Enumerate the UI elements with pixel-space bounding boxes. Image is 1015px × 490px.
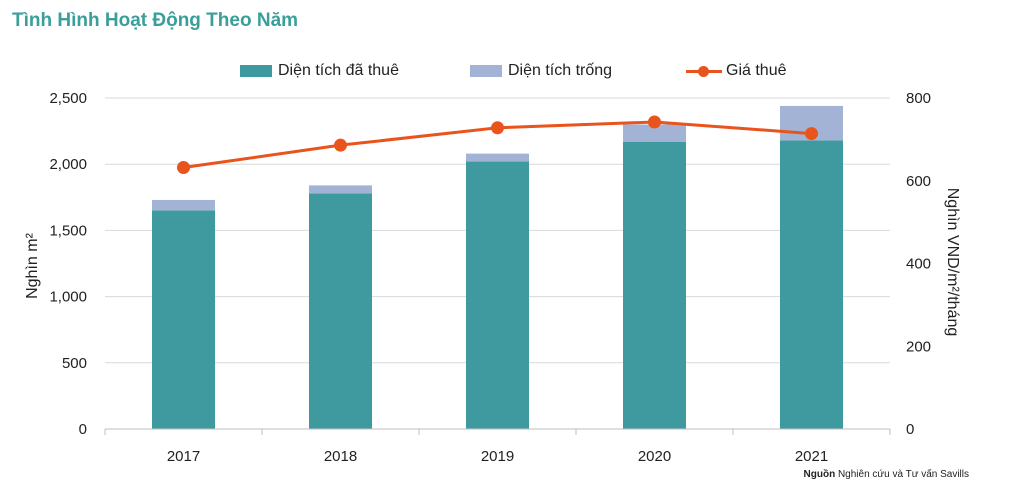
bar-leased-2017 bbox=[152, 210, 215, 429]
y-right-tick-label: 200 bbox=[906, 338, 931, 355]
bar-leased-2021 bbox=[780, 140, 843, 430]
chart-legend: Diện tích đã thuê Diện tích trống Giá th… bbox=[0, 58, 1015, 84]
source-text: Nghiên cứu và Tư vấn Savills bbox=[837, 469, 969, 480]
bar-leased-2018 bbox=[309, 193, 372, 429]
legend-item-leased: Diện tích đã thuê bbox=[240, 58, 399, 84]
bar-vacant-2018 bbox=[309, 185, 372, 194]
bar-leased-2019 bbox=[466, 161, 529, 429]
source-label: Nguồn bbox=[803, 469, 836, 480]
legend-swatch-rent bbox=[686, 65, 722, 77]
y-left-tick-label: 1,000 bbox=[49, 289, 87, 306]
axes bbox=[104, 428, 891, 435]
y-left-tick-label: 500 bbox=[62, 355, 87, 372]
line-series bbox=[177, 115, 818, 175]
rent-point-2018 bbox=[334, 138, 347, 152]
bar-vacant-2017 bbox=[152, 199, 215, 211]
source-note: Nguồn Nghiên cứu và Tư vấn Savills bbox=[804, 469, 969, 480]
legend-label-rent: Giá thuê bbox=[726, 62, 787, 79]
x-tick-label: 2020 bbox=[638, 448, 671, 465]
legend-swatch-vacant bbox=[470, 65, 502, 77]
bar-vacant-2020 bbox=[623, 124, 686, 142]
x-tick-label: 2019 bbox=[481, 448, 514, 465]
legend-swatch-leased bbox=[240, 65, 272, 77]
rent-point-2017 bbox=[177, 161, 190, 175]
y-left-tick-label: 0 bbox=[79, 421, 87, 438]
y-right-axis-title: Nghìn VND/m²/tháng bbox=[944, 188, 961, 337]
y-left-tick-label: 2,500 bbox=[49, 90, 87, 107]
y-left-tick-label: 1,500 bbox=[49, 222, 87, 239]
rent-point-2020 bbox=[648, 115, 661, 129]
legend-label-leased: Diện tích đã thuê bbox=[278, 62, 399, 79]
rent-point-2021 bbox=[805, 127, 818, 141]
bar-leased-2020 bbox=[623, 141, 686, 429]
y-left-tick-label: 2,000 bbox=[49, 156, 87, 173]
y-left-axis-title: Nghìn m² bbox=[24, 232, 41, 298]
y-right-tick-label: 600 bbox=[906, 173, 931, 190]
y-right-tick-label: 800 bbox=[906, 90, 931, 107]
x-tick-label: 2021 bbox=[795, 448, 828, 465]
y-right-tick-label: 400 bbox=[906, 256, 931, 273]
legend-label-vacant: Diện tích trống bbox=[508, 62, 613, 79]
legend-item-vacant: Diện tích trống bbox=[470, 58, 612, 84]
y-right-tick-label: 0 bbox=[906, 421, 914, 438]
bar-series bbox=[152, 105, 843, 430]
chart-title: Tình Hình Hoạt Động Theo Năm bbox=[12, 10, 299, 31]
legend-item-rent: Giá thuê bbox=[686, 58, 786, 84]
bar-vacant-2019 bbox=[466, 153, 529, 162]
tick-labels: 0 500 1,000 1,500 2,000 2,500 0 200 400 600 800 201… bbox=[49, 90, 931, 465]
x-tick-label: 2017 bbox=[167, 448, 200, 465]
rent-point-2019 bbox=[491, 121, 504, 135]
x-tick-label: 2018 bbox=[324, 448, 357, 465]
